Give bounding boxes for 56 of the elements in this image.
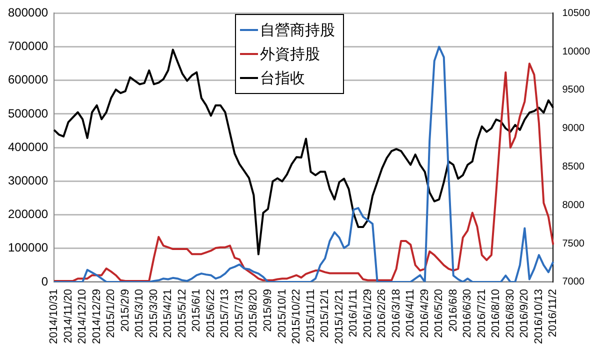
x-tick-label: 2015/9/9	[262, 288, 274, 332]
x-tick-label: 2015/6/1	[190, 288, 203, 332]
y2-tick-label: 9500	[562, 84, 585, 96]
y2-tick-label: 8000	[562, 200, 585, 211]
y-tick-label: 400000	[8, 140, 48, 154]
x-tick-label: 2016/4/11	[404, 288, 417, 338]
x-tick-label: 2015/12/21	[333, 288, 346, 344]
x-tick-label: 2014/12/10	[76, 288, 89, 344]
x-tick-label: 2014/10/31	[48, 288, 60, 344]
x-tick-label: 2014/11/20	[62, 288, 74, 344]
x-tick-label: 2015/10/22	[290, 288, 303, 344]
x-tick-label: 2015/12/1	[319, 288, 332, 338]
x-tick-label: 2016/6/30	[462, 288, 474, 338]
x-tick-label: 2015/6/22	[204, 288, 217, 338]
y2-tick-label: 7000	[562, 276, 585, 288]
legend-label: 台指收	[260, 68, 305, 88]
x-tick-label: 2016/1/11	[348, 288, 360, 338]
x-tick-label: 2015/5/12	[176, 288, 188, 338]
y-tick-label: 600000	[8, 72, 48, 87]
x-tick-label: 2015/7/13	[219, 288, 232, 338]
x-tick-label: 2016/8/10	[490, 288, 502, 338]
x-tick-label: 2016/4/29	[418, 288, 431, 338]
y-tick-label: 200000	[8, 207, 48, 222]
x-tick-label: 2015/10/1	[276, 288, 288, 338]
x-tick-label: 2015/1/20	[105, 288, 118, 338]
x-tick-label: 2016/3/18	[390, 288, 402, 338]
y-tick-label: 300000	[8, 173, 48, 188]
x-tick-label: 2014/12/29	[90, 288, 103, 344]
y2-tick-label: 10000	[562, 46, 590, 58]
y2-tick-label: 8500	[562, 162, 585, 173]
x-tick-label: 2016/7/21	[476, 288, 488, 338]
x-tick-label: 2015/7/31	[233, 288, 246, 338]
y2-tick-label: 10500	[562, 8, 590, 19]
y-tick-label: 800000	[8, 6, 48, 20]
x-tick-label: 2016/5/20	[433, 288, 446, 338]
x-tick-label: 2016/10/13	[532, 288, 545, 344]
x-tick-label: 2016/6/8	[447, 288, 460, 332]
y-tick-label: 0	[41, 274, 48, 288]
x-tick-label: 2015/11/11	[304, 288, 317, 342]
y-tick-label: 100000	[8, 240, 48, 255]
y2-tick-label: 7500	[562, 238, 585, 250]
x-tick-label: 2016/8/30	[504, 288, 516, 338]
y-tick-label: 500000	[8, 106, 48, 120]
x-tick-label: 2016/9/20	[518, 288, 531, 338]
x-tick-label: 2015/2/9	[119, 288, 132, 332]
legend-label: 外資持股	[260, 44, 320, 64]
x-tick-label: 2015/3/10	[134, 288, 146, 338]
x-tick-label: 2015/3/30	[148, 288, 160, 338]
y-tick-label: 700000	[8, 39, 48, 54]
x-tick-label: 2016/11/2	[547, 288, 560, 338]
x-tick-label: 2015/8/20	[248, 288, 260, 338]
legend-label: 自營商持股	[260, 20, 335, 40]
x-tick-label: 2016/2/26	[376, 288, 388, 338]
x-tick-label: 2015/4/21	[162, 288, 174, 338]
y2-tick-label: 9000	[562, 123, 585, 134]
x-tick-label: 2016/1/29	[362, 288, 374, 338]
